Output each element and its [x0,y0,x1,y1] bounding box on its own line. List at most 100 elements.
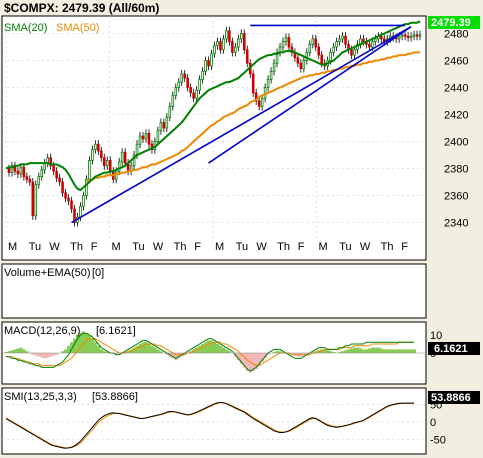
price-y-tick: 2360 [444,191,468,203]
candle-body [284,37,288,42]
macd-value: [6.1621] [96,325,136,337]
macd-hist-bar [114,353,119,355]
candle-body [415,34,419,37]
candle-body [213,45,216,55]
volume-label: Volume+EMA(50) [4,267,91,279]
candle-body [64,192,67,199]
candle-body [332,46,335,53]
candle-body [37,176,41,186]
macd-hist-bar [49,353,53,357]
price-y-tick: 2340 [444,218,468,230]
price-day-label: F [401,241,408,253]
macd-hist-bar [364,349,369,353]
candle-body [144,132,148,140]
macd-hist-bar [19,347,23,353]
price-day-label: Tu [236,241,248,253]
macd-hist-bar [144,342,148,353]
macd-hist-bar [379,348,384,353]
macd-hist-bar [397,349,401,353]
smi-y-tick: 0 [430,417,436,429]
macd-hist-bar [132,347,136,353]
candle-body [67,197,70,202]
candle-body [73,208,76,223]
candle-body [10,165,14,173]
candle-body [317,46,321,56]
macd-hist-bar [87,335,92,353]
macd-hist-bar [391,349,395,353]
macd-hist-bar [266,353,270,355]
last-price-value: 2479.39 [431,17,471,29]
macd-hist-bar [141,342,145,353]
macd-hist-bar [34,353,38,356]
macd-hist-bar [314,351,318,353]
candle-body [368,43,371,48]
candle-body [168,106,172,118]
macd-hist-bar [361,349,366,353]
price-day-label: F [298,241,305,253]
macd-hist-bar [212,342,217,353]
macd-hist-bar [78,333,83,353]
candle-body [257,100,261,107]
macd-hist-bar [406,349,410,353]
macd-hist-bar [376,347,381,353]
candle-body [25,176,29,180]
macd-hist-bar [102,351,107,353]
candle-body [177,81,181,88]
macd-hist-bar [236,353,241,361]
candle-body [329,52,332,61]
macd-hist-bar [260,353,264,362]
candle-body [272,62,276,72]
macd-y-tick: 10 [430,330,442,342]
price-day-label: Th [381,241,394,253]
price-day-label: W [360,241,371,253]
macd-hist-bar [373,347,378,353]
macd-hist-bar [221,347,226,353]
candle-body [418,34,422,37]
price-day-label: F [91,241,98,253]
macd-hist-bar [248,353,253,373]
macd-hist-bar [218,345,223,353]
macd-hist-bar [126,351,130,353]
macd-hist-bar [159,351,163,353]
macd-hist-bar [409,349,413,353]
legend-sma20: SMA(20) [4,22,47,34]
macd-hist-bar [278,351,282,353]
macd-hist-bar [70,342,74,353]
macd-hist-bar [272,352,276,353]
price-y-axis: 2340 2360 2380 2400 2420 2440 2460 2480 [444,29,468,230]
trendline [71,26,412,224]
candle-body [228,30,231,42]
price-day-label: Tu [29,241,41,253]
candle-body [371,41,374,48]
macd-hist-bar [16,348,20,353]
volume-panel: Volume+EMA(50) [0] [1,263,427,319]
macd-hist-bar [400,349,404,353]
macd-hist-bar [183,353,187,355]
candle-body [341,35,344,40]
candle-body [141,135,145,140]
macd-label: MACD(12,26,9) [4,325,80,337]
candle-body [58,177,61,183]
macd-hist-bar [329,351,333,353]
candle-body [251,73,255,94]
macd-hist-bar [326,350,330,353]
price-day-label: W [153,241,164,253]
price-day-label: W [256,241,267,253]
candle-body [162,122,166,129]
candle-body [207,60,210,67]
macd-hist-bar [93,342,98,353]
candle-body [353,49,356,56]
candle-body [70,200,73,210]
smi-panel: 500-50 SMI(13,25,3,3) [53.8866] 53.8866 [1,387,480,455]
price-day-label: Tu [132,241,144,253]
candle-body [88,159,91,180]
candle-body [49,157,52,167]
macd-hist-bar [84,333,89,353]
macd-hist-bar [201,344,205,353]
price-day-label: M [8,241,17,253]
price-day-label: Th [174,241,187,253]
macd-hist-bar [177,353,181,359]
macd-hist-bar [204,342,208,353]
